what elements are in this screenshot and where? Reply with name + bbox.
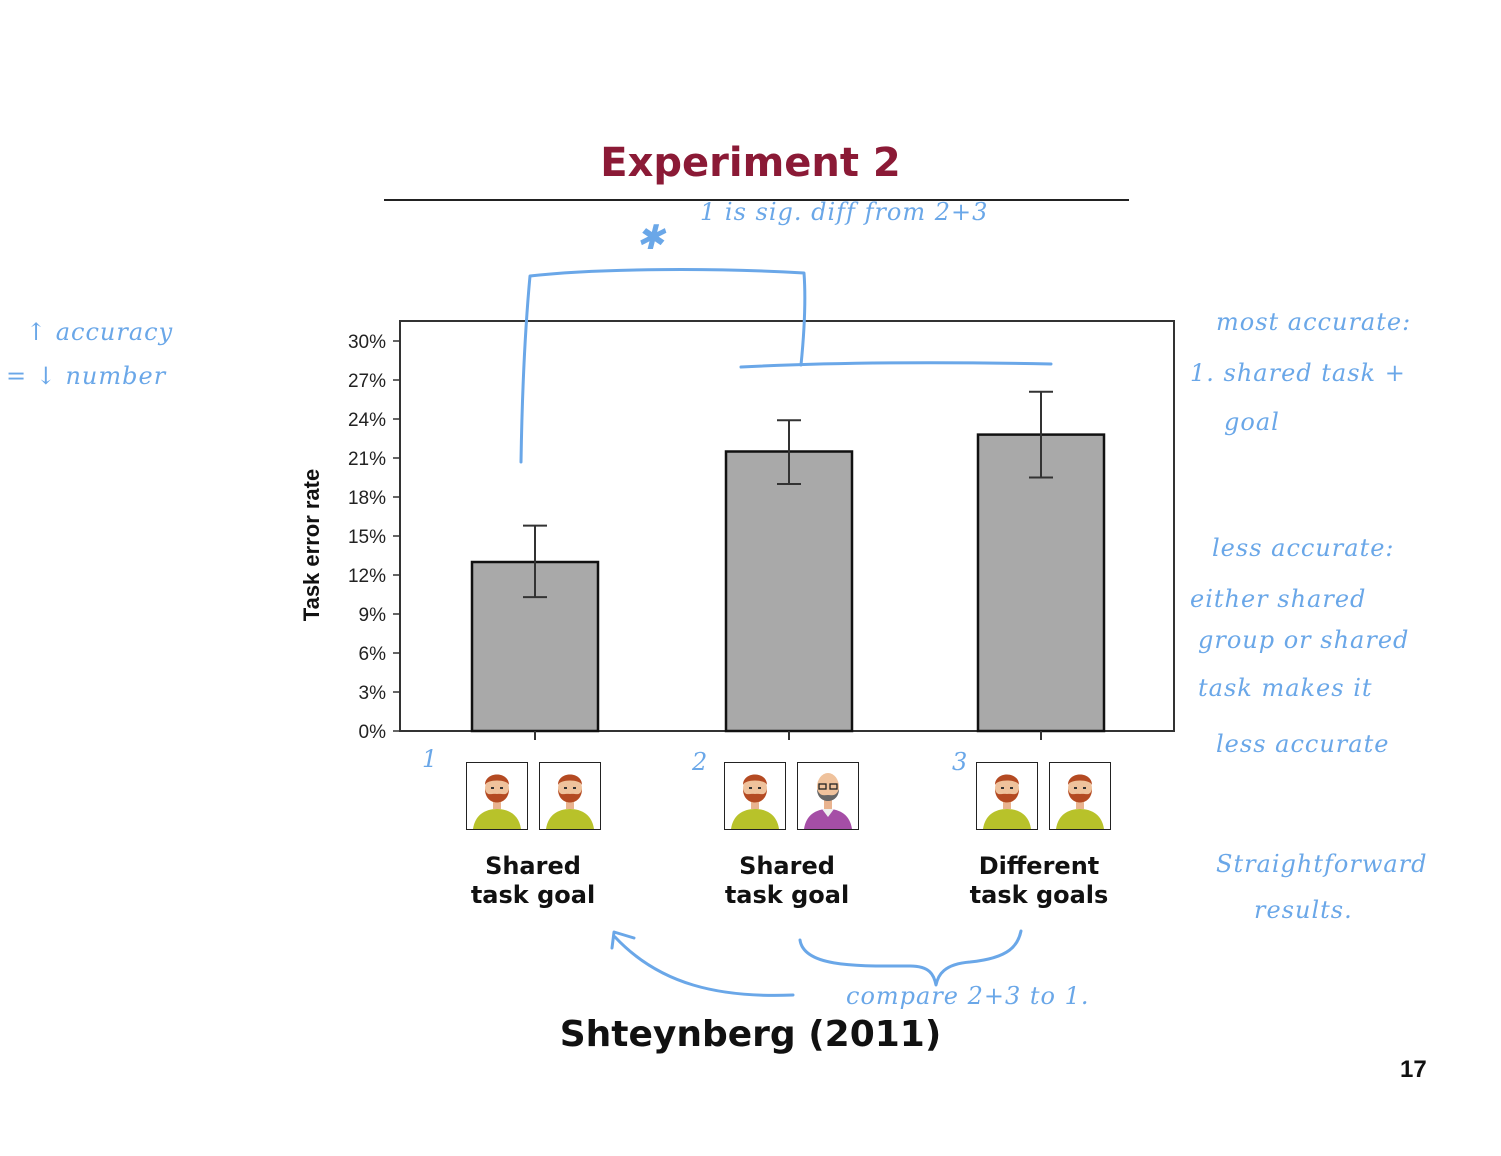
annotation-bottom: compare 2+3 to 1. xyxy=(846,982,1090,1010)
annotation-right-3: goal xyxy=(1224,408,1280,436)
person-bearded-icon xyxy=(466,762,528,830)
annotation-left-2: = ↓ number xyxy=(6,362,167,390)
person-glasses-icon xyxy=(797,762,859,830)
annotation-right-9: Straightforward xyxy=(1216,850,1428,878)
category-label-line: task goal xyxy=(724,881,850,909)
person-bearded-icon xyxy=(1049,762,1111,830)
annotation-right-4: less accurate: xyxy=(1212,534,1395,562)
annotation-right-1: most accurate: xyxy=(1216,308,1412,336)
category-label-line: task goals xyxy=(969,881,1109,909)
brace-stroke xyxy=(798,929,1023,987)
annotation-num-1: 1 xyxy=(422,745,439,773)
annotation-right-5: either shared xyxy=(1190,585,1367,613)
category-label-3: Different task goals xyxy=(919,852,1159,910)
slide-title: Experiment 2 xyxy=(600,140,901,186)
y-axis-label: Task error rate xyxy=(299,469,324,621)
bracket-stroke xyxy=(519,268,807,464)
category-label-line: Different xyxy=(978,852,1100,880)
annotation-num-3: 3 xyxy=(952,748,969,776)
person-bearded-icon xyxy=(724,762,786,830)
y-tick-label: 27% xyxy=(348,371,386,392)
y-tick-label: 15% xyxy=(348,527,386,548)
y-tick-label: 0% xyxy=(359,722,387,743)
arrow-stroke xyxy=(613,935,795,997)
y-tick-label: 3% xyxy=(359,683,387,704)
y-tick-label: 9% xyxy=(359,605,387,626)
annotation-right-7: task makes it xyxy=(1198,674,1373,702)
y-tick-label: 18% xyxy=(348,488,386,509)
annotation-num-2: 2 xyxy=(692,748,709,776)
annotation-right-10: results. xyxy=(1254,896,1353,924)
category-label-2: Shared task goal xyxy=(667,852,907,910)
y-tick-label: 12% xyxy=(348,566,386,587)
annotation-left-1: ↑ accuracy xyxy=(26,318,174,346)
annotation-right-8: less accurate xyxy=(1216,730,1390,758)
person-bearded-icon xyxy=(539,762,601,830)
title-divider xyxy=(384,199,1129,201)
y-tick-label: 30% xyxy=(348,332,386,353)
arrow-head-stroke xyxy=(610,930,636,950)
category-label-1: Shared task goal xyxy=(413,852,653,910)
bar-2 xyxy=(724,450,854,733)
page-number: 17 xyxy=(1400,1056,1427,1083)
category-label-line: task goal xyxy=(470,881,596,909)
x-axis-ticks xyxy=(534,731,1042,740)
citation: Shteynberg (2011) xyxy=(559,1014,942,1055)
y-tick-label: 6% xyxy=(359,644,387,665)
category-label-line: Shared xyxy=(739,852,835,880)
annotation-right-6: group or shared xyxy=(1198,626,1410,654)
annotation-star: ✱ xyxy=(636,218,666,258)
y-tick-label: 24% xyxy=(348,410,386,431)
y-tick-label: 21% xyxy=(348,449,386,470)
category-label-line: Shared xyxy=(485,852,581,880)
annotation-top: 1 is sig. diff from 2+3 xyxy=(700,198,989,226)
y-axis: 0% 3% 6% 9% 12% 15% 18% 21% 24% 27% 30% xyxy=(348,332,400,743)
bracket-stroke xyxy=(739,361,1053,369)
error-bars xyxy=(523,390,1053,599)
annotation-right-2: 1. shared task + xyxy=(1190,359,1406,387)
person-bearded-icon xyxy=(976,762,1038,830)
